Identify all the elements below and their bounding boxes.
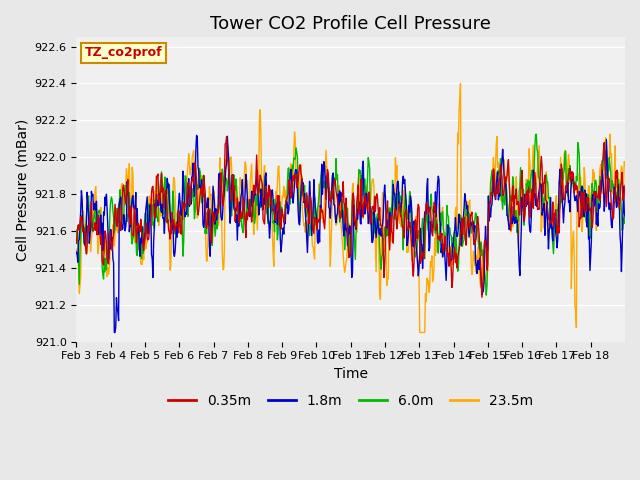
Text: TZ_co2prof: TZ_co2prof [84, 47, 163, 60]
Title: Tower CO2 Profile Cell Pressure: Tower CO2 Profile Cell Pressure [211, 15, 491, 33]
Legend: 0.35m, 1.8m, 6.0m, 23.5m: 0.35m, 1.8m, 6.0m, 23.5m [163, 388, 539, 413]
Y-axis label: Cell Pressure (mBar): Cell Pressure (mBar) [15, 119, 29, 261]
X-axis label: Time: Time [333, 367, 368, 381]
